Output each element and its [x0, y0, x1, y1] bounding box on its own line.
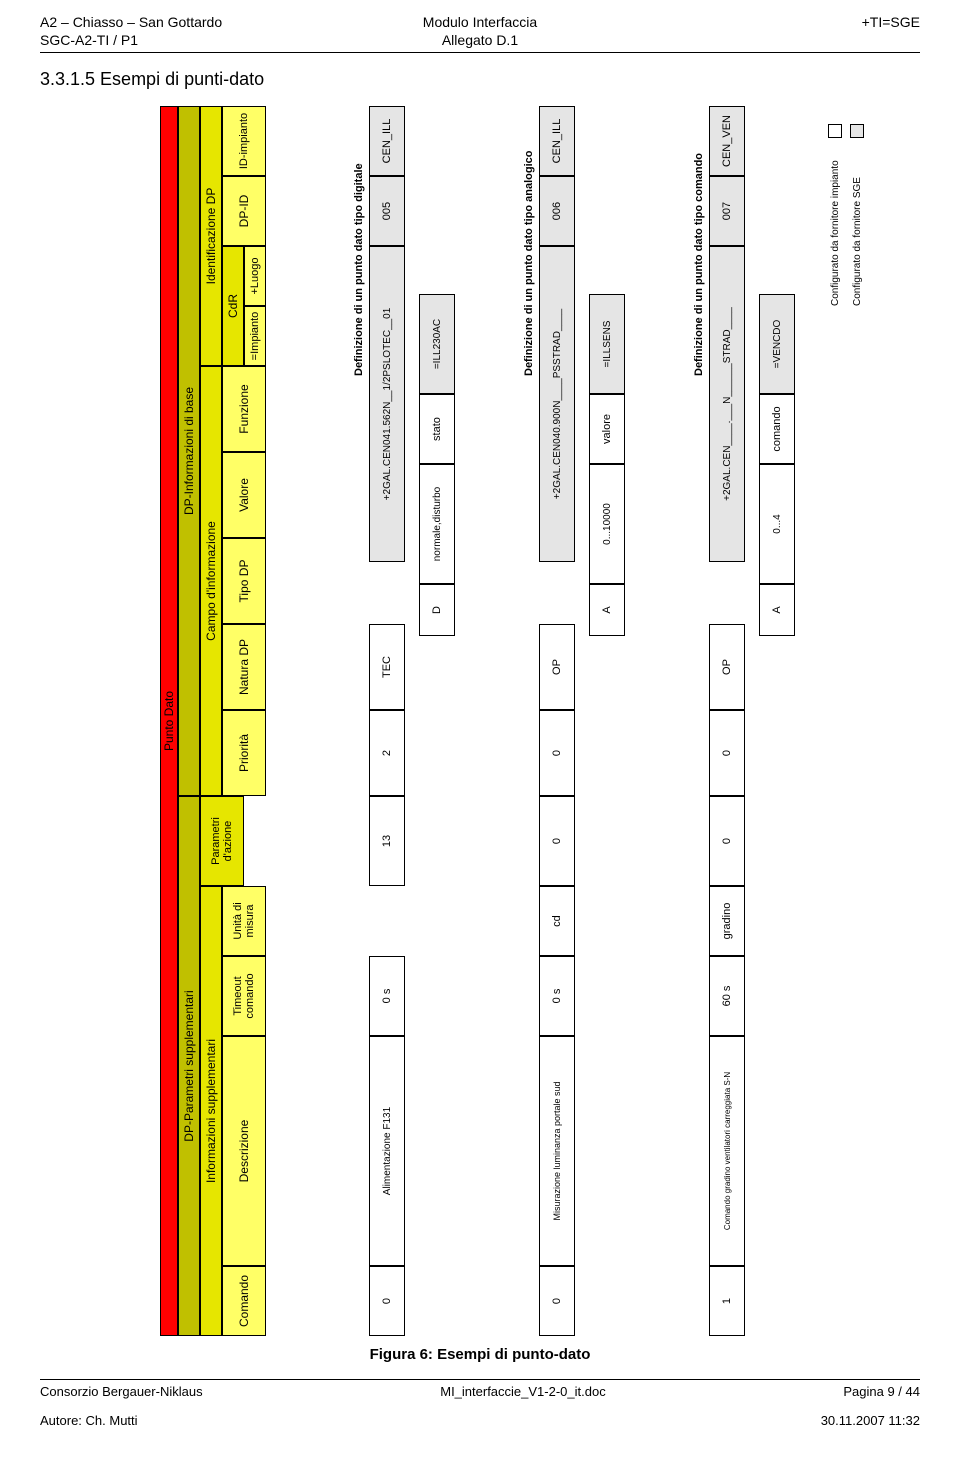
ex2-natura: OP [539, 624, 575, 710]
band-identificazione: Identificazione DP [200, 106, 222, 366]
col-luogo: +Luogo [244, 246, 266, 306]
col-natura-dp: Natura DP [222, 624, 266, 710]
ex2-tipo: A [589, 584, 625, 636]
band-dp-parametri-supplementari: DP-Parametri supplementari [178, 796, 200, 1336]
band-parametri-azione: Parametri d'azione [200, 796, 244, 886]
col-impianto: =Impianto [244, 306, 266, 366]
hdr-center2: Allegato D.1 [333, 32, 626, 48]
ex3-azione: 0 [709, 796, 745, 886]
ex1-impianto: =ILL230AC [419, 294, 455, 394]
col-funzione: Funzione [222, 366, 266, 452]
hdr-left2: SGC-A2-TI / P1 [40, 32, 333, 48]
divider-footer [40, 1379, 920, 1380]
col-unita: Unità di misura [222, 886, 266, 956]
band-dp-informazioni-base: DP-Informazioni di base [178, 106, 200, 796]
col-id-impianto: ID-impianto [222, 106, 266, 176]
ex2-prio: 0 [539, 710, 575, 796]
ex3-prio: 0 [709, 710, 745, 796]
ex2-dpid: 006 [539, 176, 575, 246]
ftr-left1: Consorzio Bergauer-Niklaus [40, 1384, 203, 1399]
ex1-tipo: D [419, 584, 455, 636]
ex3-unita: gradino [709, 886, 745, 956]
ex1-natura: TEC [369, 624, 405, 710]
ex1-val: normale,disturbo [419, 464, 455, 584]
ex2-azione: 0 [539, 796, 575, 886]
ftr-center1: MI_interfaccie_V1-2-0_it.doc [440, 1384, 605, 1399]
ex2-descr: Misurazione luminanza portale sud [539, 1036, 575, 1266]
col-tipo-dp: Tipo DP [222, 538, 266, 624]
ex3-comando: 1 [709, 1266, 745, 1336]
example-title-digitale: Definizione di un punto dato tipo digita… [350, 106, 368, 376]
example-title-analogico: Definizione di un punto dato tipo analog… [520, 106, 538, 376]
ex3-descr: Comando gradino ventilatori carreggiata … [709, 1036, 745, 1266]
figure-caption: Figura 6: Esempi di punto-dato [40, 1346, 920, 1363]
col-dp-id: DP-ID [222, 176, 266, 246]
ex3-cdr: +2GAL.CEN____.___N______STRAD____ [709, 246, 745, 562]
ex1-cdr: +2GAL.CEN041.562N__1/2PSLOTEC__01 [369, 246, 405, 562]
col-priorita: Priorità [222, 710, 266, 796]
band-informazioni-supplementari: Informazioni supplementari [200, 886, 222, 1336]
ex2-funz: valore [589, 394, 625, 464]
section-title: 3.3.1.5 Esempi di punti-dato [40, 69, 920, 90]
page-footer-2: Autore: Ch. Mutti 30.11.2007 11:32 [40, 1413, 920, 1442]
band-campo-informazione: Campo d'informazione [200, 366, 222, 796]
ex3-dpid: 007 [709, 176, 745, 246]
divider [40, 52, 920, 53]
col-descrizione: Descrizione [222, 1036, 266, 1266]
ex2-unita: cd [539, 886, 575, 956]
hdr-left1: A2 – Chiasso – San Gottardo [40, 14, 333, 30]
hdr-center1: Modulo Interfaccia [333, 14, 626, 30]
col-valore: Valore [222, 452, 266, 538]
ex1-id-impianto: CEN_ILL [369, 106, 405, 176]
page-header: A2 – Chiasso – San Gottardo Modulo Inter… [40, 0, 920, 32]
ex3-timeout: 60 s [709, 956, 745, 1036]
page-header-2: SGC-A2-TI / P1 Allegato D.1 [40, 32, 920, 50]
ex1-timeout: 0 s [369, 956, 405, 1036]
col-timeout: Timeout comando [222, 956, 266, 1036]
ex1-comando: 0 [369, 1266, 405, 1336]
hdr-right1: +TI=SGE [627, 14, 920, 30]
ex3-impianto: =VENCDO [759, 294, 795, 394]
ex1-prio: 2 [369, 710, 405, 796]
ex3-natura: OP [709, 624, 745, 710]
ex3-funz: comando [759, 394, 795, 464]
ex3-val: 0...4 [759, 464, 795, 584]
ex1-descr: Alimentazione F131 [369, 1036, 405, 1266]
example-title-comando: Definizione di un punto dato tipo comand… [690, 106, 708, 376]
ex3-id-impianto: CEN_VEN [709, 106, 745, 176]
ex3-tipo: A [759, 584, 795, 636]
legend-grey: Configurato da fornitore SGE [850, 116, 864, 306]
ex1-dpid: 005 [369, 176, 405, 246]
legend-white: Configurato da fornitore impianto [828, 116, 842, 306]
ex1-azione: 13 [369, 796, 405, 886]
ex2-timeout: 0 s [539, 956, 575, 1036]
ex2-val: 0...10000 [589, 464, 625, 584]
ex2-comando: 0 [539, 1266, 575, 1336]
ex2-id-impianto: CEN_ILL [539, 106, 575, 176]
band-punto-dato: Punto Dato [160, 106, 178, 1336]
ftr-right2: 30.11.2007 11:32 [821, 1413, 920, 1428]
ex2-impianto: =ILLSENS [589, 294, 625, 394]
ex1-funz: stato [419, 394, 455, 464]
ftr-right1: Pagina 9 / 44 [843, 1384, 920, 1399]
diagram-container: Punto Dato DP-Informazioni di base DP-Pa… [160, 106, 860, 1336]
ex2-cdr: +2GAL.CEN040.900N____PSSTRAD____ [539, 246, 575, 562]
band-cdr: CdR [222, 246, 244, 366]
ftr-left2: Autore: Ch. Mutti [40, 1413, 138, 1428]
col-comando: Comando [222, 1266, 266, 1336]
page-footer: Consorzio Bergauer-Niklaus MI_interfacci… [40, 1382, 920, 1413]
